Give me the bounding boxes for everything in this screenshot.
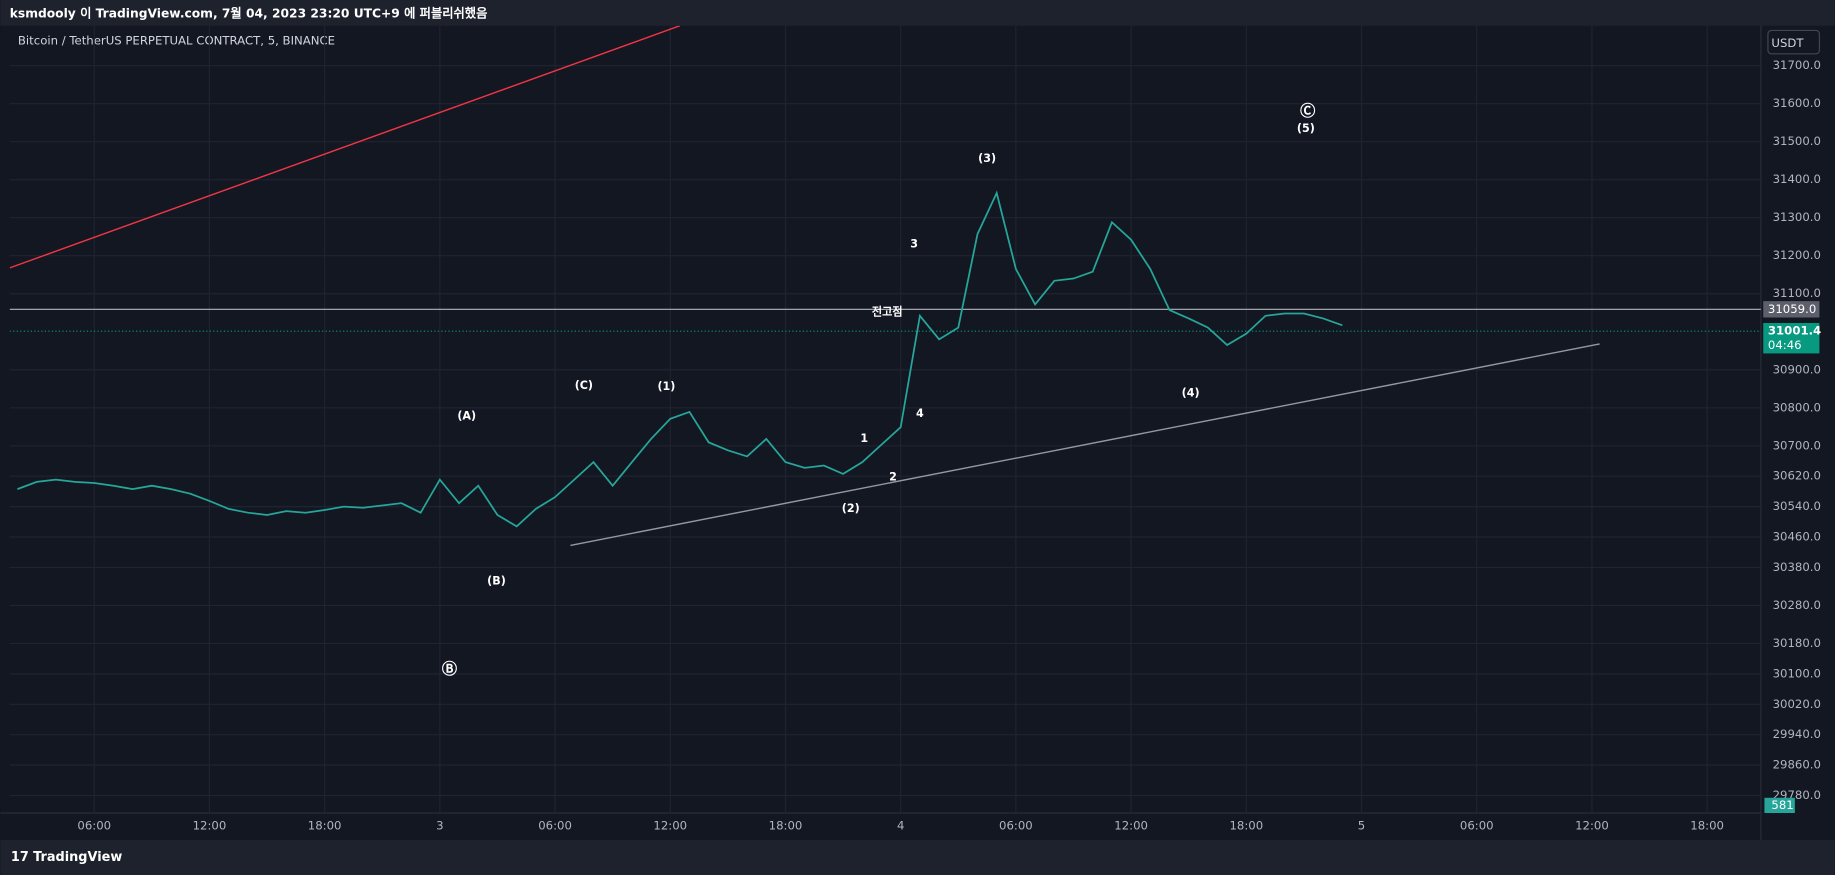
wave-label: (5) — [1297, 122, 1315, 135]
y-tick-label: 30620.0 — [1773, 469, 1821, 483]
y-tick-label: 31300.0 — [1773, 210, 1821, 224]
wave-label: Ⓒ — [1300, 102, 1315, 120]
x-tick-label: 18:00 — [769, 818, 803, 832]
y-tick-label: 29940.0 — [1773, 727, 1821, 741]
volume-tag — [1764, 797, 1795, 814]
y-tick-label: 30180.0 — [1773, 636, 1821, 650]
x-tick-label: 5 — [1358, 818, 1365, 832]
y-tick-label: 29860.0 — [1773, 758, 1821, 772]
y-tick-label: 30380.0 — [1773, 560, 1821, 574]
y-tick-label: 30100.0 — [1773, 666, 1821, 680]
y-tick-label: 30900.0 — [1773, 362, 1821, 376]
last-price-tag — [1763, 323, 1820, 354]
currency-label: USDT — [1771, 36, 1804, 50]
level-tag-label: 31059.0 — [1768, 302, 1816, 316]
x-tick-label: 12:00 — [193, 818, 227, 832]
brand-logo: 𝟭𝟳 — [11, 850, 29, 865]
y-tick-label: 30460.0 — [1773, 530, 1821, 544]
trendline — [570, 343, 1600, 547]
trendline — [9, 25, 681, 269]
x-tick-label: 06:00 — [999, 818, 1033, 832]
x-tick-label: 4 — [897, 818, 904, 832]
currency-button[interactable] — [1767, 29, 1820, 55]
x-tick-label: 12:00 — [653, 818, 687, 832]
countdown-label: 04:46 — [1768, 338, 1802, 352]
symbol-title[interactable]: Bitcoin / TetherUS PERPETUAL CONTRACT, 5… — [18, 33, 335, 47]
last-price-label: 31001.4 — [1768, 324, 1821, 338]
wave-label: 전고점 — [872, 304, 903, 318]
y-tick-label: 31600.0 — [1773, 96, 1821, 110]
x-tick-label: 18:00 — [308, 818, 342, 832]
x-tick-label: 12:00 — [1114, 818, 1148, 832]
x-tick-label: 06:00 — [77, 818, 111, 832]
price-line — [17, 190, 1343, 528]
y-tick-label: 31400.0 — [1773, 172, 1821, 186]
footer-bar — [0, 839, 1835, 875]
y-tick-label: 30700.0 — [1773, 438, 1821, 452]
y-tick-label: 31500.0 — [1773, 134, 1821, 148]
brand[interactable]: TradingView — [33, 850, 122, 865]
wave-label: 2 — [889, 470, 897, 483]
x-tick-label: 06:00 — [1460, 818, 1494, 832]
x-tick-label: 06:00 — [538, 818, 572, 832]
wave-label: Ⓑ — [442, 660, 457, 678]
wave-label: (C) — [575, 379, 593, 392]
x-tick-label: 12:00 — [1575, 818, 1609, 832]
x-tick-label: 18:00 — [1690, 818, 1724, 832]
y-tick-label: 30280.0 — [1773, 598, 1821, 612]
y-tick-label: 31100.0 — [1773, 286, 1821, 300]
wave-label: 4 — [916, 407, 924, 420]
volume-tag-label: 581 — [1771, 798, 1793, 812]
wave-label: (2) — [842, 502, 860, 515]
header-bar — [0, 0, 1835, 26]
y-tick-label: 31200.0 — [1773, 248, 1821, 262]
wave-label: 1 — [860, 432, 868, 445]
wave-label: (A) — [457, 410, 476, 423]
level-tag — [1763, 301, 1820, 318]
wave-label: 3 — [910, 238, 918, 251]
y-tick-label: 30020.0 — [1773, 697, 1821, 711]
wave-label: (3) — [978, 152, 996, 165]
wave-label: (4) — [1182, 387, 1200, 400]
wave-label: (1) — [657, 380, 675, 393]
x-tick-label: 18:00 — [1229, 818, 1263, 832]
y-tick-label: 30800.0 — [1773, 400, 1821, 414]
y-tick-label: 31700.0 — [1773, 58, 1821, 72]
wave-label: (B) — [487, 574, 506, 587]
y-tick-label: 30540.0 — [1773, 499, 1821, 513]
x-tick-label: 3 — [436, 818, 443, 832]
publish-note: ksmdooly 이 TradingView.com, 7월 04, 2023 … — [10, 6, 488, 21]
